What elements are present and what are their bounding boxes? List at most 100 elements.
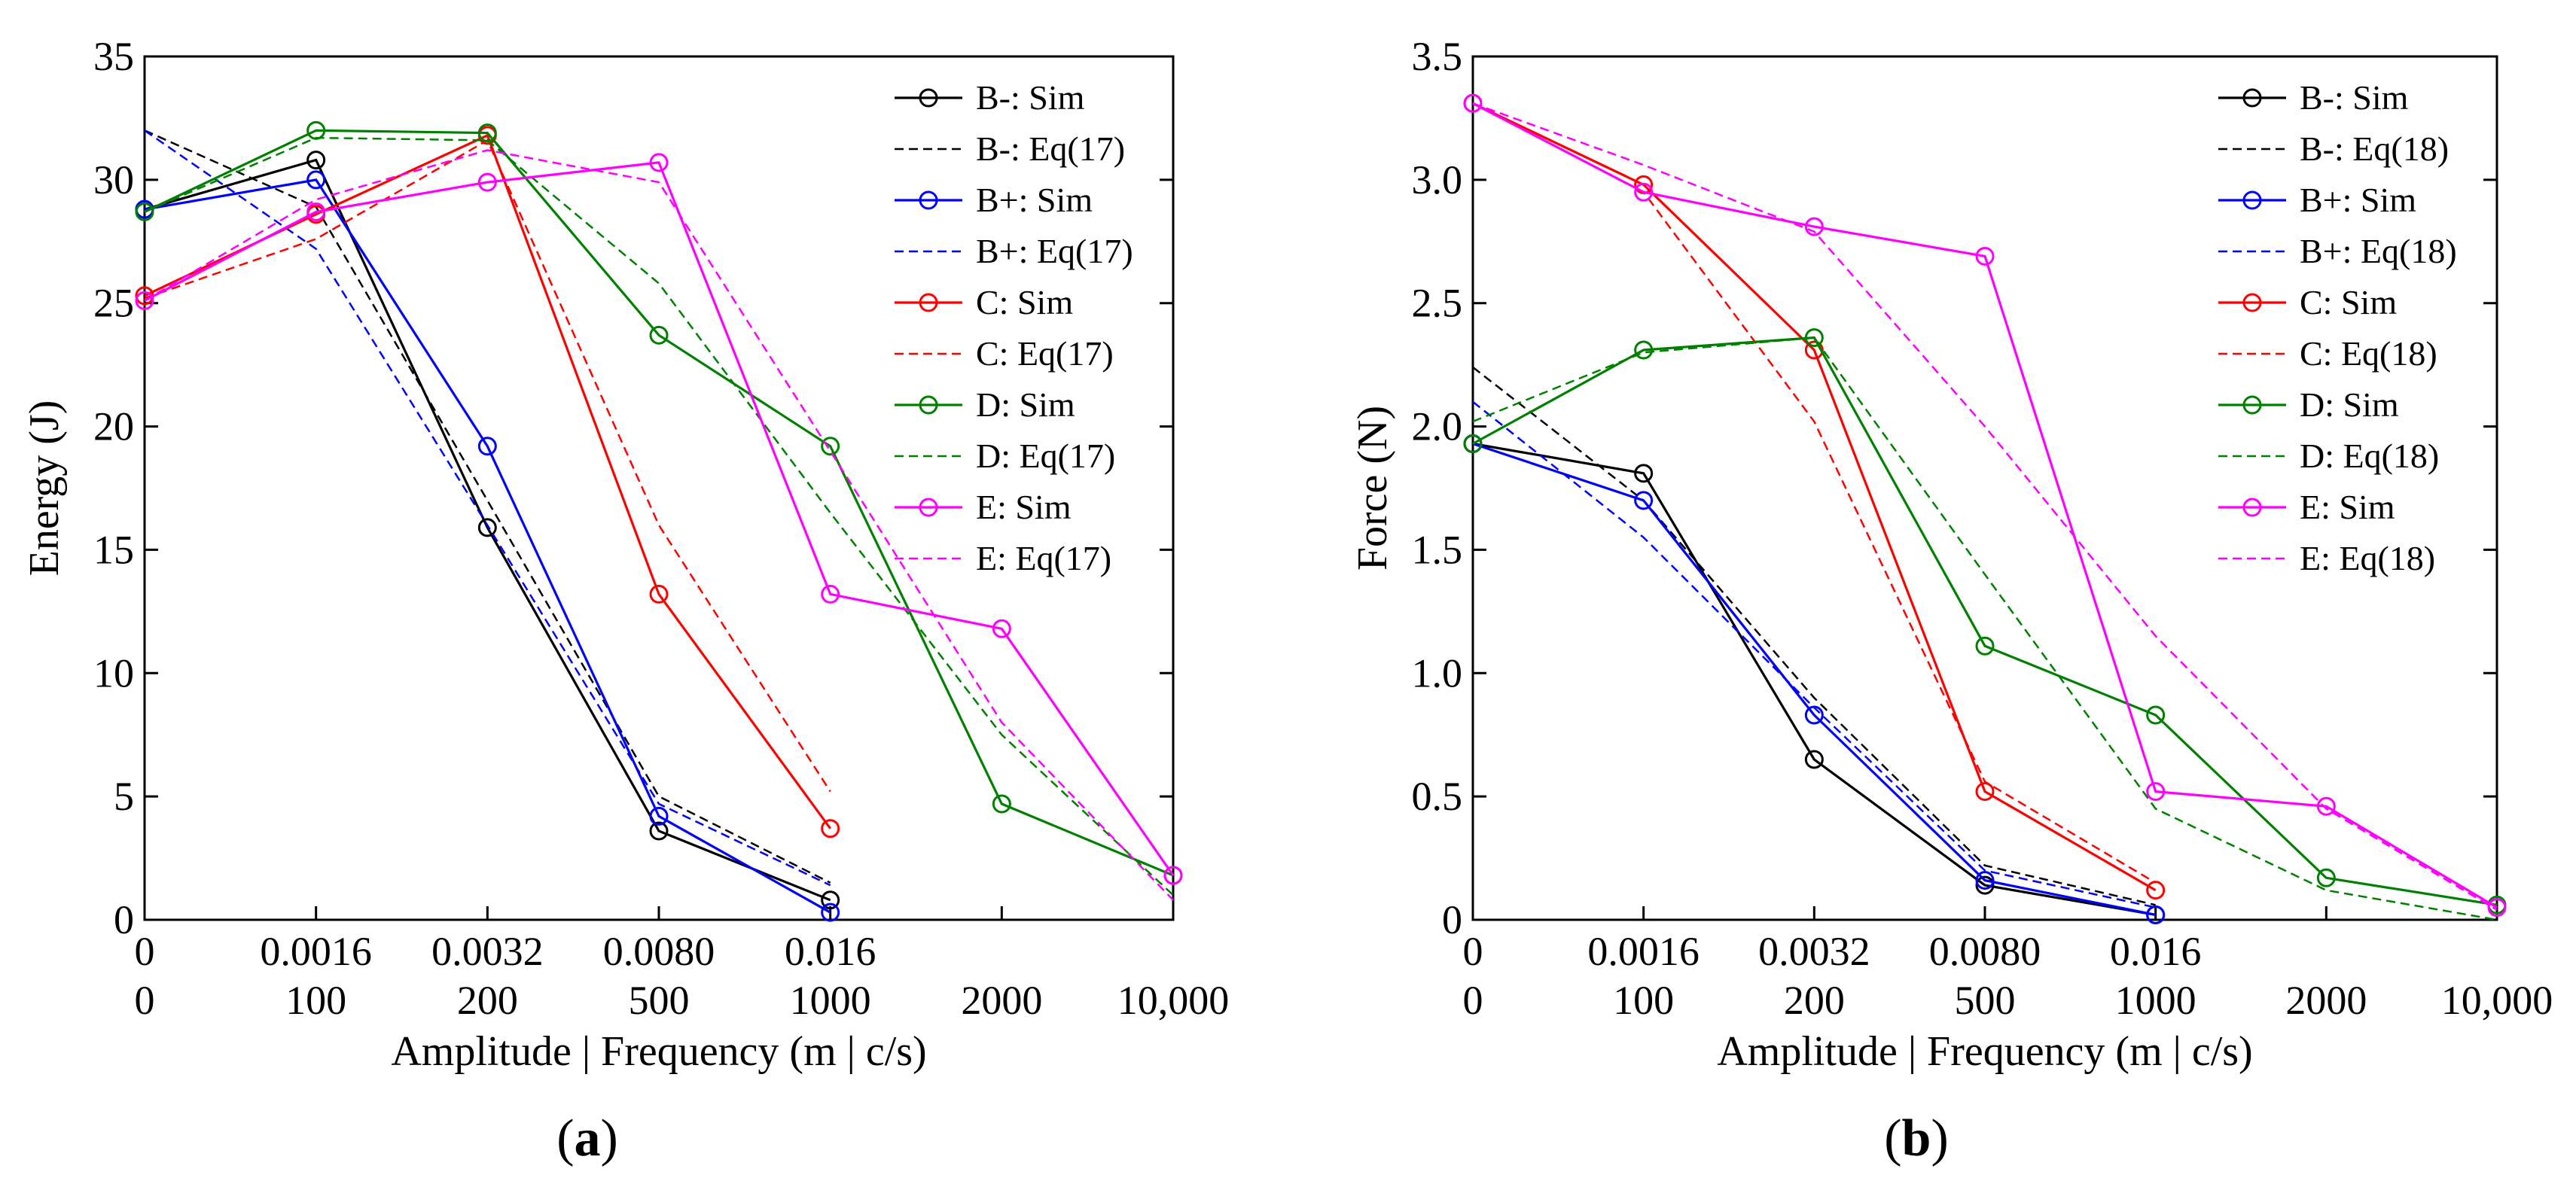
data-point xyxy=(135,291,154,310)
x-tick-label-frequency: 2000 xyxy=(961,978,1042,1023)
panel-label: (b) xyxy=(1884,1109,1949,1167)
data-point xyxy=(821,584,840,604)
y-tick-label: 35 xyxy=(93,34,134,79)
x-tick-label-frequency: 100 xyxy=(1613,978,1674,1023)
series-line xyxy=(1472,442,2156,916)
legend-label: B-: Sim xyxy=(976,78,1085,117)
data-point xyxy=(649,806,669,826)
data-point xyxy=(649,325,669,345)
data-point xyxy=(821,819,840,839)
legend-marker xyxy=(2242,88,2262,108)
legend-marker xyxy=(919,88,938,108)
data-point xyxy=(1975,782,1995,802)
data-point xyxy=(477,518,497,537)
series-line xyxy=(144,129,1174,877)
series-line xyxy=(1472,102,2498,911)
data-point xyxy=(1634,491,1654,510)
data-point xyxy=(1975,875,1995,895)
data-point xyxy=(1975,871,1995,890)
y-axis-label: Force (N) xyxy=(1349,406,1396,571)
data-point xyxy=(1804,340,1824,360)
series-line xyxy=(1472,400,2156,909)
x-tick-label-frequency: 1000 xyxy=(790,978,871,1023)
data-point xyxy=(992,619,1011,638)
data-point xyxy=(2316,796,2336,816)
series-line xyxy=(144,161,1175,876)
x-tick-label-amplitude: 0.0032 xyxy=(431,929,544,974)
data-point xyxy=(1634,182,1654,202)
data-point xyxy=(1804,217,1824,236)
data-point xyxy=(1463,93,1483,113)
data-point xyxy=(821,890,840,910)
x-tick-label-frequency: 0 xyxy=(135,978,155,1023)
series-line xyxy=(1472,442,2157,916)
data-point xyxy=(649,584,669,604)
data-point xyxy=(649,153,669,172)
x-axis-label: Amplitude | Frequency (m | c/s) xyxy=(1717,1028,2252,1075)
legend-label: B-: Eq(18) xyxy=(2300,129,2449,168)
legend-label: D: Eq(18) xyxy=(2300,437,2439,475)
x-tick-label-frequency: 500 xyxy=(629,978,690,1023)
legend-marker xyxy=(2242,190,2262,210)
legend-marker xyxy=(2242,395,2262,415)
data-point xyxy=(2146,905,2166,924)
data-point xyxy=(649,821,669,841)
legend-label: C: Sim xyxy=(2300,283,2397,321)
x-tick-label-frequency: 2000 xyxy=(2285,978,2367,1023)
data-point xyxy=(2487,898,2507,918)
data-point xyxy=(2316,868,2336,887)
legend-label: B+: Sim xyxy=(976,181,1093,219)
data-point xyxy=(1975,636,1995,656)
series-line xyxy=(1472,102,2157,884)
x-tick-label-frequency: 0 xyxy=(1463,978,1483,1023)
series-line xyxy=(144,129,831,884)
x-tick-label-frequency: 200 xyxy=(1784,978,1845,1023)
legend-marker xyxy=(2242,293,2262,312)
x-axis-label: Amplitude | Frequency (m | c/s) xyxy=(391,1028,926,1075)
y-tick-label: 10 xyxy=(93,650,134,695)
chart-panel-b: 00.51.01.52.02.53.03.5000.00161000.00322… xyxy=(1349,34,2553,1167)
y-tick-label: 0 xyxy=(114,897,134,942)
legend-label: E: Eq(17) xyxy=(976,539,1111,577)
legend-label: B-: Eq(17) xyxy=(976,129,1125,168)
data-point xyxy=(2146,782,2166,802)
series-line xyxy=(1472,102,2157,892)
legend-marker xyxy=(919,498,938,517)
series-line xyxy=(144,158,831,902)
x-tick-label-amplitude: 0.0080 xyxy=(1929,929,2041,974)
x-tick-label-frequency: 200 xyxy=(457,978,518,1023)
legend-label: D: Sim xyxy=(976,385,1075,424)
x-tick-label-amplitude: 0.016 xyxy=(2110,929,2202,974)
x-tick-label-amplitude: 0.0016 xyxy=(1587,929,1700,974)
y-tick-label: 1.0 xyxy=(1412,650,1463,695)
x-tick-label-amplitude: 0.0080 xyxy=(603,929,715,974)
series-line xyxy=(1472,336,2498,906)
y-tick-label: 2.5 xyxy=(1412,281,1463,326)
series-line xyxy=(1472,102,2498,909)
legend-label: E: Eq(18) xyxy=(2300,539,2435,577)
series-line xyxy=(144,149,1174,901)
legend-label: C: Sim xyxy=(976,283,1073,321)
series-line xyxy=(144,178,831,914)
x-tick-label-amplitude: 0.0016 xyxy=(260,929,372,974)
series-line xyxy=(1472,366,2156,906)
legend-label: B-: Sim xyxy=(2300,78,2409,117)
legend-label: D: Eq(17) xyxy=(976,437,1115,475)
data-point xyxy=(1463,434,1483,454)
legend-label: E: Sim xyxy=(2300,488,2395,526)
legend-label: E: Sim xyxy=(976,488,1072,526)
data-point xyxy=(477,437,497,456)
x-tick-label-frequency: 1000 xyxy=(2115,978,2196,1023)
series-line xyxy=(144,138,831,793)
data-point xyxy=(821,437,840,456)
y-tick-label: 20 xyxy=(93,404,134,449)
legend-marker xyxy=(919,395,938,415)
x-tick-label-frequency: 10,000 xyxy=(2441,978,2553,1023)
data-point xyxy=(306,151,326,170)
legend-label: B+: Sim xyxy=(2300,181,2416,219)
y-tick-label: 2.0 xyxy=(1412,404,1463,449)
series-line xyxy=(144,136,1174,896)
y-tick-label: 15 xyxy=(93,527,134,572)
